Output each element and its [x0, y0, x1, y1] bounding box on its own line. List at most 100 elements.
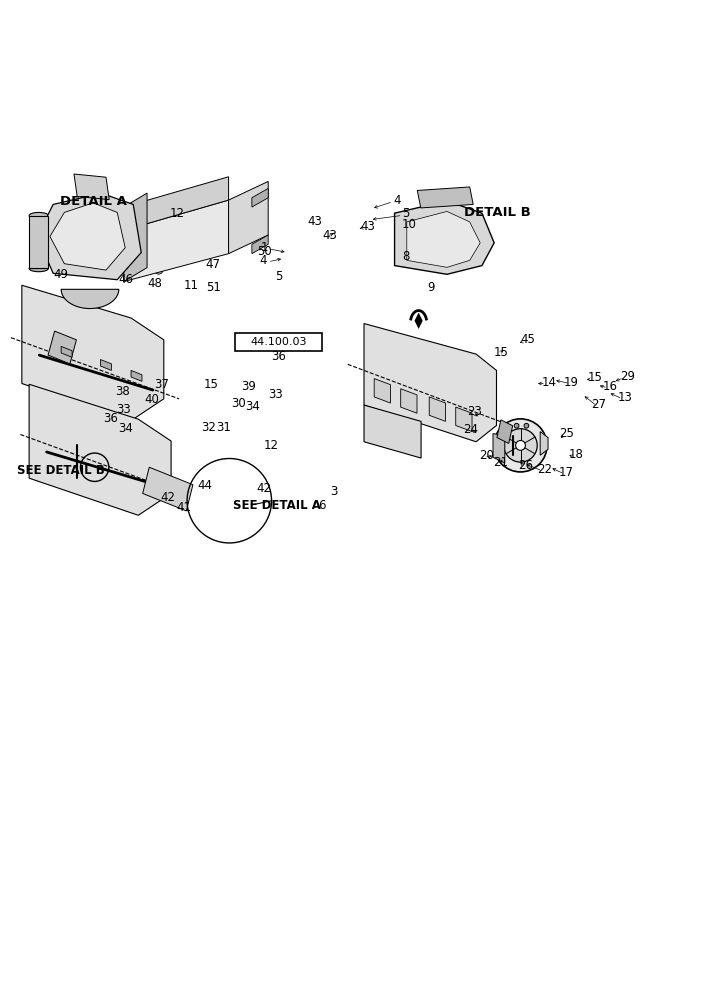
Text: 11: 11 — [184, 279, 199, 292]
Polygon shape — [364, 324, 496, 442]
Circle shape — [399, 373, 403, 377]
Text: 44.100.03: 44.100.03 — [250, 337, 306, 347]
Ellipse shape — [29, 212, 48, 219]
Text: 34: 34 — [245, 400, 260, 413]
Text: DETAIL B: DETAIL B — [464, 206, 531, 219]
Text: 17: 17 — [559, 466, 574, 479]
Text: 38: 38 — [115, 385, 130, 398]
Text: 24: 24 — [464, 423, 478, 436]
Polygon shape — [131, 370, 142, 381]
Text: 12: 12 — [170, 207, 184, 220]
Polygon shape — [414, 313, 423, 329]
Text: 10: 10 — [402, 218, 416, 231]
Circle shape — [36, 339, 42, 345]
Polygon shape — [540, 432, 548, 455]
Text: 1: 1 — [261, 241, 268, 254]
Polygon shape — [143, 467, 193, 511]
Polygon shape — [100, 359, 111, 370]
Text: 48: 48 — [148, 277, 162, 290]
Circle shape — [515, 440, 526, 450]
Text: 15: 15 — [494, 346, 509, 359]
Circle shape — [389, 383, 392, 386]
Circle shape — [408, 222, 416, 229]
Circle shape — [66, 217, 73, 224]
Circle shape — [167, 490, 175, 497]
Circle shape — [84, 259, 87, 262]
Circle shape — [68, 219, 71, 222]
Text: 27: 27 — [591, 398, 606, 411]
Polygon shape — [364, 405, 421, 458]
Text: SEE DETAIL A: SEE DETAIL A — [233, 499, 320, 512]
Text: 26: 26 — [518, 459, 533, 472]
Text: 9: 9 — [427, 281, 435, 294]
Polygon shape — [29, 384, 171, 515]
Circle shape — [90, 209, 97, 216]
Polygon shape — [252, 188, 268, 207]
Circle shape — [51, 347, 58, 354]
Text: 25: 25 — [559, 427, 574, 440]
Circle shape — [466, 222, 473, 229]
Circle shape — [466, 253, 473, 261]
Text: 22: 22 — [537, 463, 552, 476]
Polygon shape — [395, 201, 494, 274]
Text: 18: 18 — [569, 448, 584, 461]
Ellipse shape — [29, 265, 48, 272]
Polygon shape — [124, 177, 229, 230]
Circle shape — [394, 378, 407, 391]
Text: 36: 36 — [271, 350, 286, 363]
Text: 30: 30 — [231, 397, 245, 410]
Text: SEE DETAIL B: SEE DETAIL B — [17, 464, 104, 477]
Circle shape — [154, 266, 163, 274]
Polygon shape — [50, 203, 125, 270]
Circle shape — [174, 229, 190, 245]
Circle shape — [178, 208, 186, 216]
Text: 4: 4 — [260, 254, 267, 267]
Polygon shape — [61, 346, 72, 357]
Circle shape — [180, 235, 184, 240]
Circle shape — [468, 224, 472, 227]
Circle shape — [411, 224, 414, 227]
Text: 49: 49 — [53, 268, 68, 281]
Circle shape — [377, 429, 384, 435]
Polygon shape — [407, 211, 480, 267]
Text: 20: 20 — [479, 449, 494, 462]
Text: 5: 5 — [275, 270, 282, 283]
Text: 43: 43 — [323, 229, 337, 242]
Polygon shape — [124, 193, 147, 282]
Circle shape — [399, 393, 403, 396]
Text: 14: 14 — [542, 376, 556, 389]
Text: 45: 45 — [521, 333, 535, 346]
Text: 29: 29 — [620, 370, 635, 383]
Polygon shape — [374, 379, 390, 403]
Text: 19: 19 — [563, 376, 578, 389]
Text: 12: 12 — [264, 439, 278, 452]
Text: 15: 15 — [204, 378, 218, 391]
Text: 43: 43 — [307, 215, 322, 228]
Circle shape — [108, 235, 111, 238]
Text: 42: 42 — [257, 482, 272, 495]
FancyBboxPatch shape — [235, 333, 322, 351]
Circle shape — [494, 419, 547, 472]
Text: 33: 33 — [116, 403, 131, 416]
Text: 46: 46 — [119, 273, 133, 286]
Text: 8: 8 — [403, 250, 410, 263]
Text: 21: 21 — [494, 456, 508, 469]
Polygon shape — [37, 193, 141, 280]
Text: 39: 39 — [242, 380, 256, 393]
Polygon shape — [493, 434, 505, 463]
Text: 40: 40 — [144, 393, 159, 406]
Circle shape — [409, 383, 412, 386]
Text: 50: 50 — [257, 245, 272, 258]
Circle shape — [387, 371, 414, 398]
Circle shape — [411, 255, 414, 259]
Polygon shape — [430, 397, 446, 421]
Text: 15: 15 — [587, 371, 602, 384]
Text: 36: 36 — [103, 412, 118, 425]
Circle shape — [56, 243, 60, 246]
Text: 43: 43 — [360, 220, 375, 233]
Text: 41: 41 — [176, 501, 191, 514]
Text: DETAIL A: DETAIL A — [60, 195, 127, 208]
Text: 4: 4 — [393, 194, 400, 207]
Text: 16: 16 — [603, 380, 617, 393]
Circle shape — [106, 233, 113, 240]
